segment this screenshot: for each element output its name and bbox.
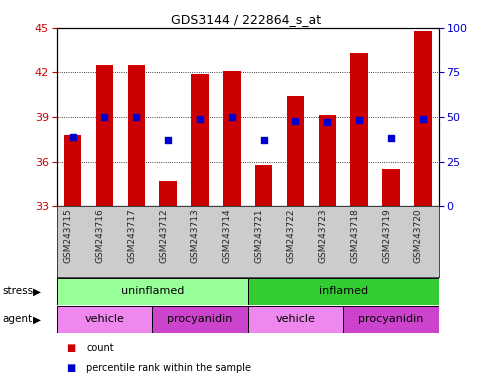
Text: GSM243712: GSM243712 (159, 209, 168, 263)
Text: GDS3144 / 222864_s_at: GDS3144 / 222864_s_at (172, 13, 321, 26)
Text: uninflamed: uninflamed (120, 286, 184, 296)
Bar (223, 71, 241, 206)
Text: GSM243720: GSM243720 (414, 209, 423, 263)
Bar (247, 278, 439, 305)
Text: ■: ■ (67, 343, 76, 353)
Point (164, 137, 172, 143)
Point (228, 114, 236, 120)
Point (291, 118, 299, 124)
Text: agent: agent (2, 314, 33, 324)
Text: inflamed: inflamed (318, 286, 368, 296)
Bar (152, 306, 247, 333)
Bar (57, 306, 152, 333)
Text: GSM243723: GSM243723 (318, 209, 327, 263)
Bar (57, 278, 247, 305)
Text: GSM243719: GSM243719 (382, 209, 391, 263)
Text: percentile rank within the sample: percentile rank within the sample (86, 363, 251, 373)
Point (387, 135, 395, 141)
Text: ▶: ▶ (33, 286, 41, 296)
Bar (255, 165, 273, 206)
Text: GSM243722: GSM243722 (286, 209, 295, 263)
Text: count: count (86, 343, 114, 353)
Point (132, 114, 140, 120)
Bar (247, 306, 343, 333)
Text: GSM243714: GSM243714 (223, 209, 232, 263)
Bar (351, 53, 368, 206)
Text: ■: ■ (67, 363, 76, 373)
Bar (159, 181, 177, 206)
Bar (343, 306, 439, 333)
Bar (414, 31, 431, 206)
Bar (96, 65, 113, 206)
Text: GSM243713: GSM243713 (191, 209, 200, 263)
Text: stress: stress (2, 286, 34, 296)
Bar (382, 169, 400, 206)
Text: procyanidin: procyanidin (358, 314, 423, 324)
Point (196, 116, 204, 122)
Bar (191, 74, 209, 206)
Text: vehicle: vehicle (276, 314, 316, 324)
Bar (64, 135, 81, 206)
Point (323, 119, 331, 125)
Text: GSM243717: GSM243717 (127, 209, 136, 263)
Text: GSM243715: GSM243715 (64, 209, 72, 263)
Bar (287, 96, 304, 206)
Text: GSM243718: GSM243718 (350, 209, 359, 263)
Point (101, 114, 108, 120)
Bar (128, 65, 145, 206)
Text: vehicle: vehicle (84, 314, 124, 324)
Bar (318, 116, 336, 206)
Point (419, 116, 427, 122)
Text: GSM243721: GSM243721 (255, 209, 264, 263)
Point (355, 116, 363, 122)
Text: GSM243716: GSM243716 (96, 209, 105, 263)
Text: procyanidin: procyanidin (167, 314, 233, 324)
Point (69, 134, 76, 141)
Text: ▶: ▶ (33, 314, 41, 324)
Point (260, 137, 268, 143)
